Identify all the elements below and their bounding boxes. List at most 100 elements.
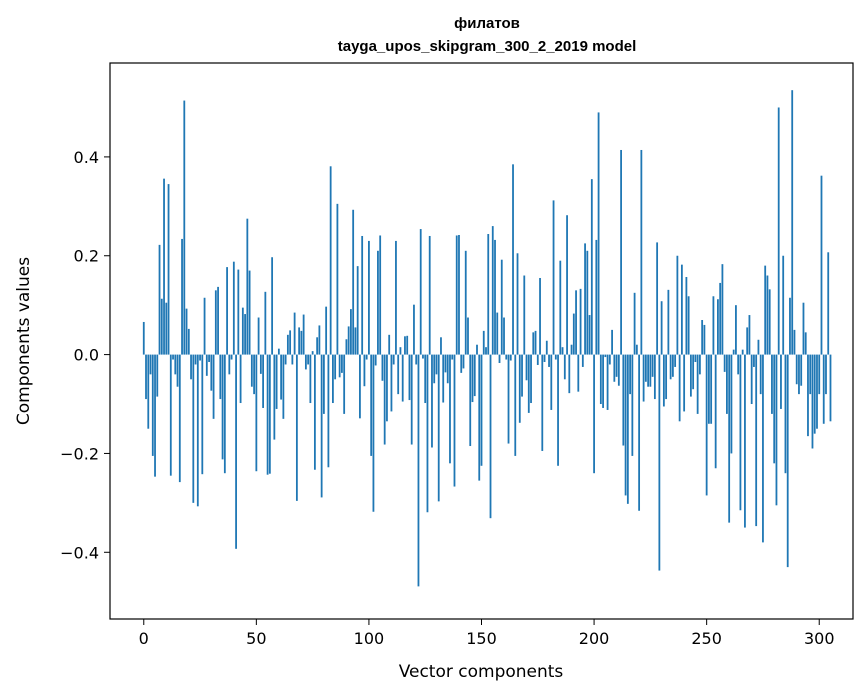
- bar: [708, 354, 710, 424]
- x-tick-label: 250: [691, 629, 722, 648]
- bar: [676, 255, 679, 355]
- bar: [818, 354, 821, 395]
- bar: [307, 354, 310, 365]
- bar: [766, 275, 769, 355]
- bar: [426, 354, 429, 513]
- bar: [309, 354, 312, 404]
- bar: [509, 354, 512, 361]
- bar: [235, 354, 237, 549]
- bar: [167, 184, 170, 355]
- bar: [336, 203, 339, 355]
- x-tick-label: 300: [804, 629, 835, 648]
- bar: [798, 354, 800, 395]
- bar: [559, 260, 562, 355]
- bar: [777, 107, 780, 355]
- bar: [568, 354, 571, 394]
- bar: [460, 354, 463, 373]
- bar: [631, 354, 634, 456]
- bar: [192, 354, 195, 503]
- bar: [728, 354, 731, 523]
- bar: [239, 354, 242, 404]
- bar: [158, 244, 161, 355]
- bar: [293, 312, 296, 355]
- bar: [665, 354, 668, 400]
- bar: [311, 351, 314, 355]
- bar: [653, 354, 656, 400]
- bar: [214, 290, 217, 355]
- bar: [201, 354, 204, 475]
- bar: [507, 354, 510, 444]
- bar: [392, 354, 395, 365]
- bar: [750, 354, 753, 405]
- bar: [345, 339, 348, 355]
- bar: [453, 354, 456, 487]
- bar: [638, 354, 641, 511]
- bar: [561, 347, 564, 355]
- bar: [780, 354, 782, 409]
- bar: [401, 354, 404, 402]
- x-tick-label: 50: [246, 629, 266, 648]
- bar: [410, 354, 413, 445]
- bar: [431, 354, 433, 448]
- bar: [687, 296, 690, 355]
- bar: [359, 354, 361, 419]
- x-tick-label: 150: [466, 629, 497, 648]
- bar: [237, 269, 240, 355]
- bar: [721, 264, 724, 355]
- bar: [518, 354, 521, 423]
- bar: [435, 354, 438, 375]
- bar: [523, 275, 526, 355]
- bar: [284, 354, 287, 365]
- bar: [784, 354, 787, 474]
- bar: [624, 354, 627, 496]
- x-axis-ticks: 0 50 100 150 200 250 300: [139, 619, 835, 648]
- bar: [449, 354, 451, 464]
- bar: [741, 349, 744, 355]
- bar: [273, 354, 276, 440]
- bar: [800, 354, 803, 386]
- bar: [473, 354, 476, 397]
- bar: [185, 308, 188, 355]
- bar: [386, 354, 388, 422]
- bar: [325, 306, 328, 355]
- bar: [532, 332, 535, 355]
- bar: [552, 200, 555, 355]
- bar: [415, 354, 418, 365]
- bar: [705, 354, 708, 496]
- bar: [350, 309, 352, 355]
- bar: [692, 354, 695, 390]
- bar: [395, 240, 397, 355]
- bar: [730, 354, 733, 454]
- bar: [696, 354, 699, 414]
- bar: [613, 354, 616, 382]
- bar: [381, 354, 384, 381]
- bars-group: [142, 90, 832, 587]
- bar: [584, 243, 586, 355]
- bar: [599, 354, 602, 405]
- bar: [748, 315, 751, 355]
- bar: [408, 354, 411, 401]
- bar: [829, 354, 832, 422]
- bar: [503, 317, 505, 355]
- bar: [689, 354, 692, 397]
- bar: [322, 354, 325, 414]
- bar: [455, 235, 458, 355]
- bar: [230, 354, 233, 360]
- bar: [365, 354, 368, 360]
- bar: [586, 250, 589, 355]
- bar: [753, 354, 755, 367]
- bar: [361, 235, 364, 355]
- bar: [248, 270, 251, 355]
- bar: [320, 354, 323, 498]
- bar: [313, 354, 316, 470]
- bar: [372, 354, 375, 512]
- bar: [174, 354, 177, 375]
- bar: [178, 354, 181, 483]
- bar: [332, 354, 334, 404]
- bar: [527, 354, 530, 413]
- bar: [446, 354, 449, 384]
- bar: [208, 354, 210, 362]
- bar: [223, 354, 226, 474]
- bar: [165, 302, 168, 355]
